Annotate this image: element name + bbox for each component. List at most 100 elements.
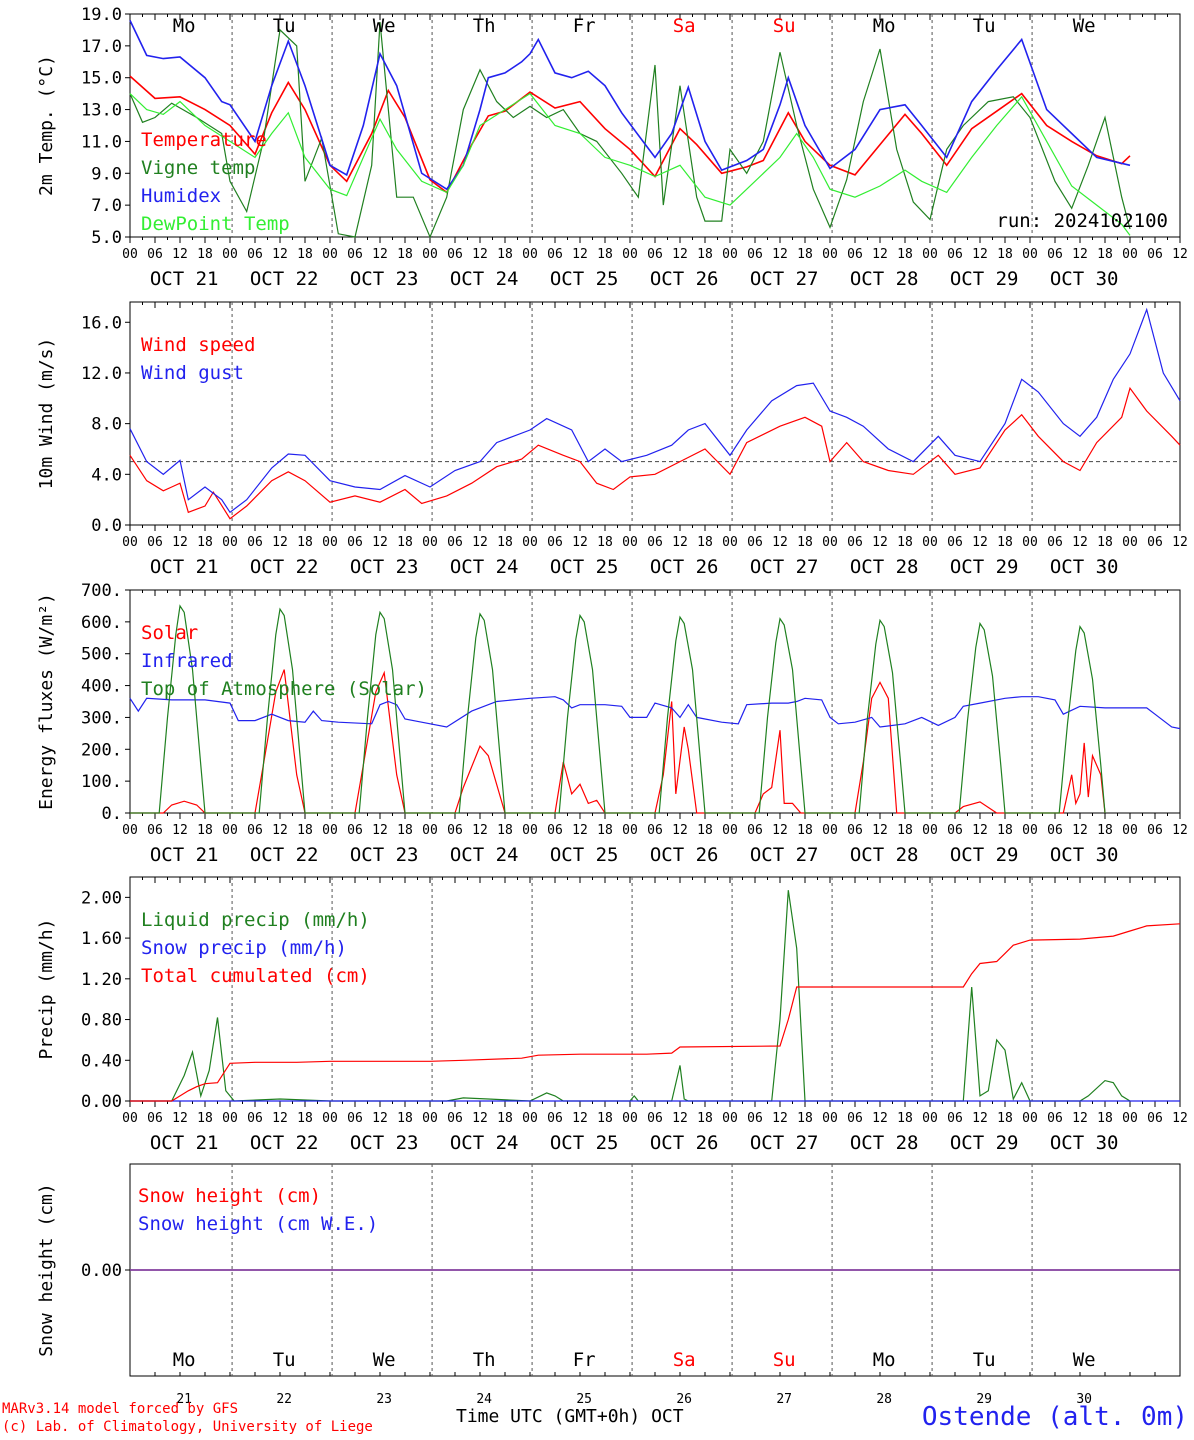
y-axis-title: Precip (mm/h): [36, 919, 57, 1060]
date-label: OCT 28: [850, 1132, 919, 1154]
hour-tick-label: 06: [647, 823, 663, 838]
day-number-label: 29: [976, 1392, 992, 1407]
hour-tick-label: 18: [397, 823, 413, 838]
y-tick-label: 2.00: [81, 888, 122, 908]
run-annotation: run: 2024102100: [996, 210, 1168, 232]
date-label: OCT 26: [650, 844, 719, 866]
hour-tick-label: 18: [797, 823, 813, 838]
x-axis-month: OCT: [651, 1406, 684, 1427]
hour-tick-label: 06: [747, 1111, 763, 1126]
date-label: OCT 23: [350, 268, 419, 290]
hour-tick-label: 00: [722, 823, 738, 838]
x-axis-label: Time UTC (GMT+0h): [456, 1406, 641, 1427]
credit-line: (c) Lab. of Climatology, University of L…: [2, 1419, 373, 1435]
day-number-label: 26: [676, 1392, 692, 1407]
hour-tick-label: 12: [272, 535, 288, 550]
series-line-wind-speed: [129, 386, 1181, 520]
y-tick-label: 17.0: [81, 37, 122, 57]
hour-tick-label: 12: [772, 535, 788, 550]
hour-tick-label: 12: [672, 1111, 688, 1126]
date-label: OCT 21: [150, 268, 219, 290]
hour-tick-label: 06: [347, 247, 363, 262]
hour-tick-label: 18: [1097, 823, 1113, 838]
date-label: OCT 30: [1050, 268, 1119, 290]
date-label: OCT 28: [850, 844, 919, 866]
hour-tick-label: 12: [272, 247, 288, 262]
legend-entry: Solar: [141, 622, 198, 644]
y-tick-label: 13.0: [81, 101, 122, 121]
hour-tick-label: 00: [1122, 535, 1138, 550]
y-tick-label: 1.60: [81, 929, 122, 949]
hour-tick-label: 12: [972, 535, 988, 550]
day-name-label: We: [373, 1349, 396, 1371]
hour-tick-label: 12: [872, 247, 888, 262]
date-label: OCT 29: [950, 268, 1019, 290]
panel-2: [125, 301, 1181, 531]
y-tick-label: 300.: [81, 708, 122, 728]
hour-tick-label: 00: [1122, 1111, 1138, 1126]
hour-tick-label: 06: [647, 535, 663, 550]
date-label: OCT 25: [550, 844, 619, 866]
day-name-label: We: [1073, 15, 1096, 37]
hour-tick-label: 06: [1047, 535, 1063, 550]
hour-tick-label: 00: [322, 1111, 338, 1126]
hour-tick-label: 00: [322, 247, 338, 262]
y-tick-label: 0.80: [81, 1011, 122, 1031]
hour-tick-label: 18: [697, 247, 713, 262]
hour-tick-label: 00: [1022, 247, 1038, 262]
hour-tick-label: 00: [422, 535, 438, 550]
legend-entry: Infrared: [141, 650, 233, 672]
day-name-label: Tu: [273, 1349, 296, 1371]
hour-tick-label: 00: [722, 535, 738, 550]
day-name-label: Sa: [673, 1349, 696, 1371]
hour-tick-label: 12: [1072, 823, 1088, 838]
panel-1: [125, 13, 1181, 243]
hour-tick-label: 06: [847, 247, 863, 262]
panel-3: [125, 589, 1181, 819]
hour-tick-label: 18: [297, 823, 313, 838]
hour-tick-label: 12: [672, 823, 688, 838]
series-line-humidex: [129, 20, 1131, 191]
day-number-label: 30: [1076, 1392, 1092, 1407]
hour-tick-label: 06: [247, 1111, 263, 1126]
hour-tick-label: 00: [822, 247, 838, 262]
hour-tick-label: 06: [547, 1111, 563, 1126]
y-tick-label: 0.00: [81, 1092, 122, 1112]
hour-tick-label: 00: [922, 247, 938, 262]
hour-tick-label: 06: [147, 247, 163, 262]
legend-entry: Total cumulated (cm): [141, 965, 370, 987]
y-tick-label: 19.0: [81, 5, 122, 25]
legend-entry: Humidex: [141, 185, 221, 207]
hour-tick-label: 12: [772, 823, 788, 838]
hour-tick-label: 18: [897, 1111, 913, 1126]
date-label: OCT 22: [250, 844, 319, 866]
hour-tick-label: 00: [622, 535, 638, 550]
hour-tick-label: 06: [847, 1111, 863, 1126]
hour-tick-label: 12: [472, 823, 488, 838]
date-label: OCT 24: [450, 1132, 519, 1154]
hour-tick-label: 06: [1147, 823, 1163, 838]
hour-tick-label: 12: [872, 823, 888, 838]
hour-tick-label: 06: [947, 823, 963, 838]
station-name: Ostende (alt. 0m): [921, 1402, 1188, 1432]
series-line-dewpoint-temp: [129, 92, 1131, 236]
hour-tick-label: 18: [997, 535, 1013, 550]
hour-tick-label: 12: [172, 1111, 188, 1126]
hour-tick-label: 12: [1072, 247, 1088, 262]
hour-tick-label: 06: [447, 1111, 463, 1126]
panel-5: [125, 1163, 1181, 1377]
day-name-label: Mo: [873, 15, 896, 37]
date-label: OCT 24: [450, 844, 519, 866]
hour-tick-label: 06: [547, 823, 563, 838]
y-tick-label: 0.: [102, 804, 122, 824]
hour-tick-label: 00: [122, 535, 138, 550]
hour-tick-label: 00: [522, 535, 538, 550]
hour-tick-label: 06: [1147, 1111, 1163, 1126]
hour-tick-label: 18: [397, 1111, 413, 1126]
hour-tick-label: 18: [497, 1111, 513, 1126]
hour-tick-label: 12: [872, 1111, 888, 1126]
hour-tick-label: 00: [1122, 823, 1138, 838]
hour-tick-label: 18: [197, 535, 213, 550]
hour-tick-label: 00: [1122, 247, 1138, 262]
hour-tick-label: 00: [522, 247, 538, 262]
